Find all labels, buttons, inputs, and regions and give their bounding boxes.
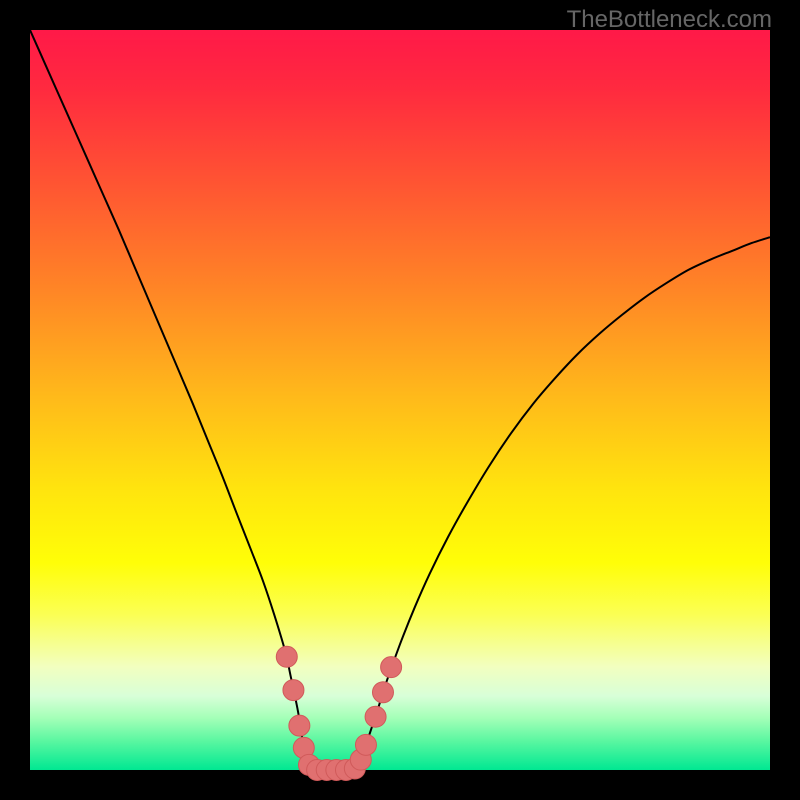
marker-dot xyxy=(283,680,304,701)
marker-dot xyxy=(381,657,402,678)
marker-dot xyxy=(289,715,310,736)
marker-dot xyxy=(355,734,376,755)
marker-dot xyxy=(365,706,386,727)
bottleneck-chart xyxy=(0,0,800,800)
marker-dot xyxy=(372,682,393,703)
marker-dot xyxy=(276,646,297,667)
watermark-text: TheBottleneck.com xyxy=(567,6,772,34)
